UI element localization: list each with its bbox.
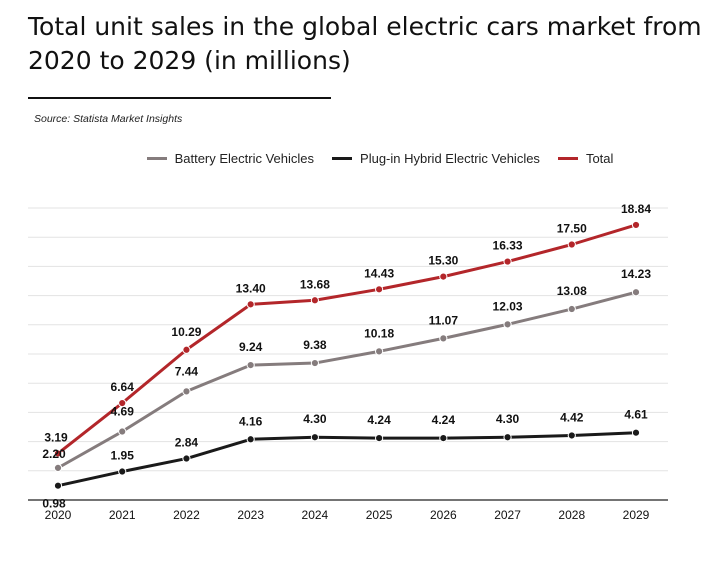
x-tick-label: 2021 (109, 508, 136, 522)
series-line-1 (56, 431, 638, 488)
legend-item-bev[interactable]: Battery Electric Vehicles (146, 151, 315, 166)
data-label: 9.24 (239, 340, 263, 354)
data-label: 0.98 (42, 497, 66, 511)
data-label: 4.24 (432, 413, 456, 427)
data-point (246, 435, 255, 444)
legend-label-phev: Plug-in Hybrid Electric Vehicles (360, 151, 540, 166)
legend-item-total[interactable]: Total (557, 151, 614, 166)
data-point (53, 463, 63, 472)
data-label: 14.43 (364, 266, 394, 280)
data-point (53, 481, 63, 490)
data-point (118, 467, 127, 476)
data-point (567, 304, 576, 314)
data-label: 18.84 (621, 202, 651, 216)
x-tick-label: 2020 (45, 508, 72, 522)
data-label: 4.16 (239, 414, 263, 428)
data-label: 4.30 (303, 412, 327, 426)
data-label: 13.68 (300, 277, 330, 291)
data-point (310, 358, 319, 368)
legend-swatch-phev (332, 157, 353, 160)
data-label: 2.20 (42, 447, 66, 461)
data-label: 4.61 (624, 408, 648, 422)
data-point (503, 257, 512, 266)
legend: Battery Electric Vehicles Plug-in Hybrid… (0, 151, 720, 166)
data-label: 7.44 (175, 364, 199, 378)
data-point (118, 398, 127, 408)
chart-title: Total unit sales in the global electric … (28, 12, 702, 75)
x-tick-label: 2022 (173, 508, 200, 522)
legend-label-total: Total (585, 151, 614, 166)
data-point (439, 433, 448, 443)
data-label: 4.69 (111, 405, 135, 419)
data-point (310, 433, 319, 442)
data-point (182, 454, 191, 463)
data-label: 4.24 (367, 413, 391, 427)
x-tick-label: 2023 (237, 508, 264, 522)
series-line-0 (56, 290, 638, 470)
data-label: 4.30 (496, 412, 520, 426)
data-point (182, 387, 191, 396)
data-label: 14.23 (621, 267, 651, 281)
data-point (118, 427, 127, 436)
legend-label-bev: Battery Electric Vehicles (174, 151, 315, 166)
data-point (53, 449, 63, 458)
data-point (567, 240, 576, 249)
data-point (375, 285, 384, 294)
data-label: 13.08 (557, 284, 587, 298)
x-tick-label: 2024 (302, 508, 329, 522)
legend-swatch-total (557, 157, 578, 160)
data-label: 12.03 (493, 299, 523, 313)
data-label: 9.38 (303, 338, 327, 352)
data-point (182, 345, 191, 354)
data-point (631, 428, 641, 437)
data-point (375, 347, 384, 356)
data-label: 15.30 (428, 254, 458, 268)
data-point (503, 433, 512, 442)
data-label: 10.29 (171, 325, 201, 339)
data-label: 2.84 (175, 436, 199, 450)
x-tick-label: 2025 (366, 508, 393, 522)
data-point (246, 360, 255, 370)
data-label: 1.95 (111, 449, 135, 463)
data-point (375, 433, 384, 443)
data-point (631, 288, 641, 297)
data-label: 6.64 (111, 380, 135, 394)
x-tick-label: 2029 (623, 508, 650, 522)
data-point (567, 431, 576, 440)
data-label: 17.50 (557, 222, 587, 236)
data-point (246, 300, 255, 309)
x-tick-label: 2027 (494, 508, 521, 522)
x-tick-label: 2026 (430, 508, 457, 522)
x-tick-label: 2028 (558, 508, 585, 522)
legend-swatch-bev (146, 157, 167, 160)
data-label: 3.19 (44, 430, 68, 444)
data-point (503, 320, 512, 329)
data-point (310, 296, 319, 305)
data-label: 4.42 (560, 410, 584, 424)
legend-item-phev[interactable]: Plug-in Hybrid Electric Vehicles (332, 151, 540, 166)
data-label: 10.18 (364, 326, 394, 340)
data-label: 11.07 (429, 313, 459, 327)
data-label: 13.40 (236, 281, 266, 295)
source-note: Source: Statista Market Insights (34, 113, 183, 125)
title-divider (28, 97, 331, 99)
data-point (631, 220, 641, 230)
data-label: 16.33 (493, 239, 523, 253)
data-point (439, 334, 448, 343)
series-line-2 (56, 223, 638, 455)
data-point (439, 272, 448, 281)
